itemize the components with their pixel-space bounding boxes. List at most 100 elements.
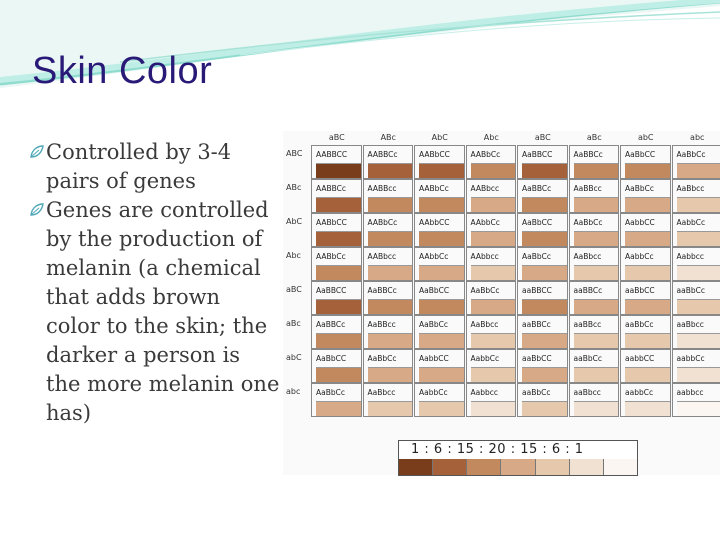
skin-shade-swatch <box>316 299 361 314</box>
skin-shade-swatch <box>419 163 464 178</box>
skin-shade-swatch <box>625 265 670 280</box>
genotype-label: AaBbCc <box>316 388 345 397</box>
skin-shade-swatch <box>573 163 618 178</box>
genotype-cell: AaBBCc <box>568 145 619 179</box>
genotype-cell: aaBbCC <box>620 281 671 315</box>
genotype-label: AaBbCC <box>316 354 347 363</box>
genotype-cell: AaBbCC <box>311 349 362 383</box>
column-header: aBc <box>586 133 602 142</box>
genotype-label: AABbcc <box>470 184 500 193</box>
genotype-label: aaBbCc <box>573 354 602 363</box>
genotype-cell: AaBbcc <box>362 383 413 417</box>
skin-shade-swatch <box>367 333 412 348</box>
genotype-cell: aaBBCc <box>517 315 568 349</box>
skin-shade-swatch <box>316 367 361 382</box>
skin-shade-swatch <box>367 231 412 246</box>
skin-shade-swatch <box>316 197 361 212</box>
genotype-label: AaBbCc <box>625 184 654 193</box>
genotype-cell: AAbbCc <box>414 247 465 281</box>
genotype-cell: aaBBCc <box>568 281 619 315</box>
genotype-label: AABBCC <box>316 150 348 159</box>
genotype-cell: AaBBCc <box>517 179 568 213</box>
genotype-cell: aaBbcc <box>671 315 720 349</box>
skin-shade-swatch <box>522 299 567 314</box>
skin-shade-swatch <box>573 333 618 348</box>
genotype-label: AabbCC <box>625 218 655 227</box>
skin-shade-swatch <box>522 265 567 280</box>
column-header: ABc <box>380 133 396 142</box>
genotype-cell: AaBbCc <box>568 213 619 247</box>
genotype-cell: AAbbCC <box>414 213 465 247</box>
genotype-label: AAbbCc <box>419 252 449 261</box>
genotype-label: AaBbCC <box>419 286 450 295</box>
column-header: abc <box>690 133 705 142</box>
skin-shade-swatch <box>470 265 515 280</box>
skin-shade-swatch <box>625 333 670 348</box>
genotype-cell: aaBBcc <box>568 315 619 349</box>
genotype-cell: AABbCC <box>311 213 362 247</box>
genotype-cell: aaBbCc <box>671 281 720 315</box>
genotype-cell: aabbCc <box>671 349 720 383</box>
genotype-label: AABbCc <box>367 218 398 227</box>
genotype-cell: aaBbCc <box>517 383 568 417</box>
genotype-cell: AAbbCc <box>465 213 516 247</box>
leaf-bullet-icon <box>30 145 44 158</box>
genotype-label: AaBBCC <box>316 286 347 295</box>
genotype-label: AABbcc <box>367 252 397 261</box>
bullet-text: Controlled by 3-4 pairs of genes <box>46 140 232 193</box>
genotype-cell: AaBBCc <box>311 315 362 349</box>
genotype-label: AaBbCC <box>625 150 656 159</box>
genotype-label: aaBbCc <box>522 388 551 397</box>
genotype-cell: AabbCc <box>465 349 516 383</box>
genotype-cell: aaBBCC <box>517 281 568 315</box>
punnett-square: aBC ABc AbC Abc aBC aBc abC abc ABC ABc AbC Abc aBC… <box>283 131 720 475</box>
genotype-cell: AAbbcc <box>465 247 516 281</box>
genotype-cell: AaBbCC <box>620 145 671 179</box>
ratio-swatch <box>500 459 535 475</box>
genotype-cell: AaBbCc <box>311 383 362 417</box>
genotype-cell: AABbCC <box>414 145 465 179</box>
row-header: ABc <box>286 183 302 192</box>
genotype-label: AAbbcc <box>470 252 499 261</box>
genotype-cell: AaBBCC <box>517 145 568 179</box>
skin-shade-swatch <box>676 401 720 416</box>
skin-shade-swatch <box>367 197 412 212</box>
genotype-label: Aabbcc <box>470 388 499 397</box>
genotype-label: AaBBCc <box>573 150 603 159</box>
genotype-cell: aabbcc <box>671 383 720 417</box>
genotype-label: Aabbcc <box>676 252 705 261</box>
genotype-label: AaBbCc <box>522 252 551 261</box>
genotype-label: AaBbCc <box>676 150 706 159</box>
genotype-cell: aaBbcc <box>568 383 619 417</box>
skin-shade-swatch <box>522 197 567 212</box>
genotype-label: aaBBCC <box>522 286 552 295</box>
genotype-label: AaBbcc <box>676 184 705 193</box>
genotype-label: AabbCC <box>419 354 449 363</box>
skin-shade-swatch <box>625 197 670 212</box>
genotype-label: AaBBCc <box>367 286 397 295</box>
genotype-cell: AABbCc <box>311 247 362 281</box>
skin-shade-swatch <box>470 231 515 246</box>
skin-shade-swatch <box>470 367 515 382</box>
row-header: Abc <box>286 251 301 260</box>
row-header: aBc <box>286 319 301 328</box>
skin-shade-swatch <box>625 231 670 246</box>
row-header: AbC <box>286 217 303 226</box>
column-headers: aBC ABc AbC Abc aBC aBc abC abc <box>311 131 720 148</box>
genotype-cell: AaBBcc <box>362 315 413 349</box>
genotype-label: aaBbCc <box>676 286 705 295</box>
skin-shade-swatch <box>522 401 567 416</box>
genotype-label: AaBBCC <box>522 150 553 159</box>
genotype-cell: AaBbCC <box>517 213 568 247</box>
skin-shade-swatch <box>316 163 361 178</box>
skin-shade-swatch <box>573 197 618 212</box>
skin-shade-swatch <box>625 299 670 314</box>
genotype-cell: AaBBCc <box>362 281 413 315</box>
genotype-label: AABbCc <box>470 150 501 159</box>
genotype-label: AaBbCc <box>367 354 397 363</box>
genotype-label: AaBBCc <box>316 320 346 329</box>
genotype-cell: aaBbCc <box>620 315 671 349</box>
skin-shade-swatch <box>573 265 618 280</box>
genotype-cell: AABBCc <box>362 145 413 179</box>
ratio-swatch <box>568 459 603 475</box>
